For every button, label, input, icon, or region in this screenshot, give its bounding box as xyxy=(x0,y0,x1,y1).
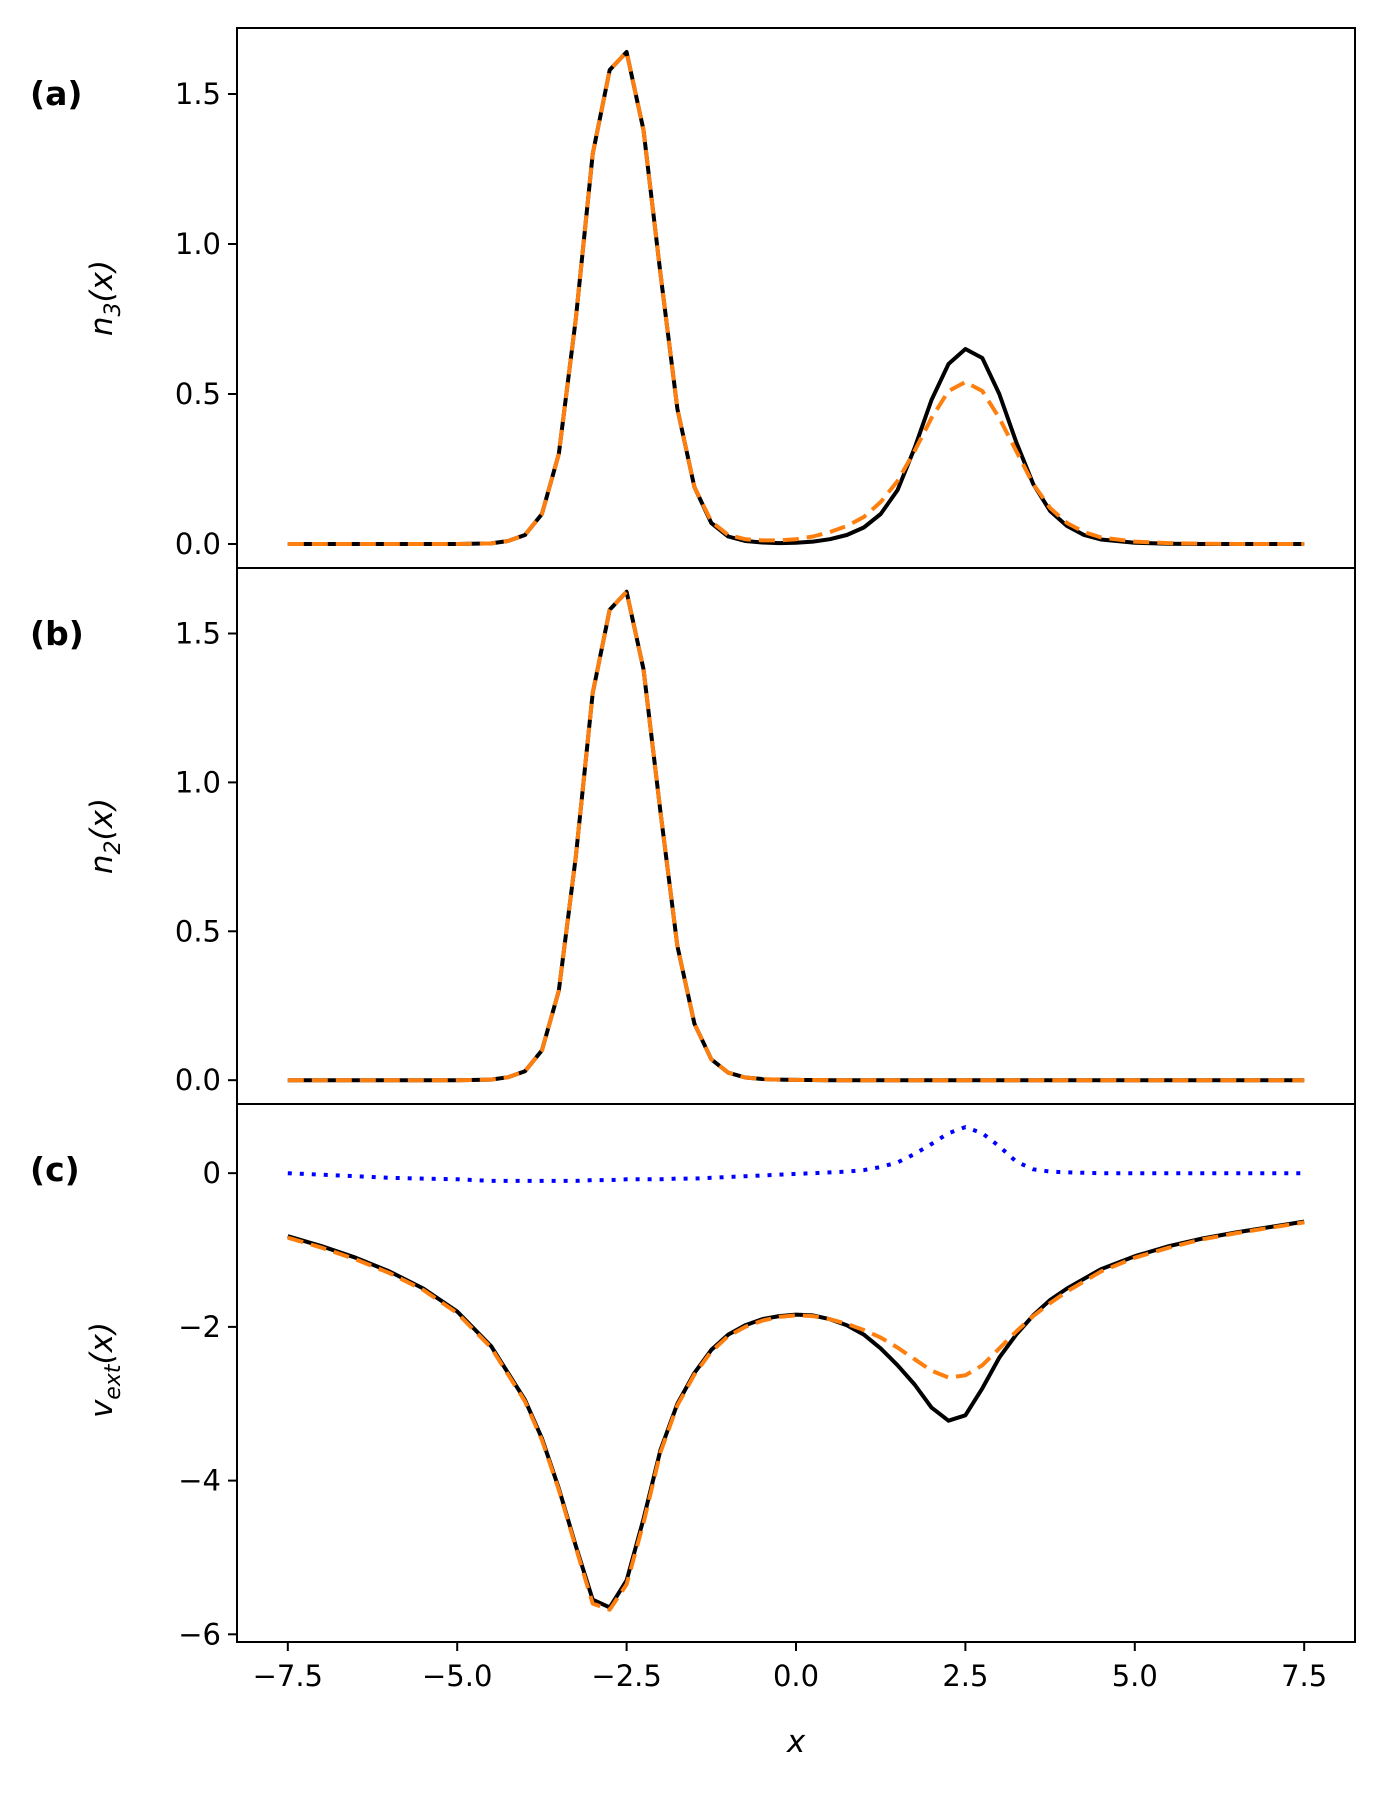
x-tick-label: 5.0 xyxy=(1112,1659,1158,1693)
panel-a-yticks: 0.0 0.5 1.0 1.5 xyxy=(175,77,237,561)
panel-a-ylabel: n3(x) xyxy=(84,260,126,336)
panel-c-series xyxy=(287,1125,1305,1612)
panel-b-yticks: 0.0 0.5 1.0 1.5 xyxy=(175,617,237,1097)
panel-c-ytick-label: 0 xyxy=(203,1156,221,1190)
panel-a-series xyxy=(287,50,1305,546)
x-tick-label: 0.0 xyxy=(773,1659,819,1693)
x-axis: −7.5 −5.0 −2.5 0.0 2.5 5.0 7.5 xyxy=(253,1642,1327,1693)
panel-a-ytick-label: 0.0 xyxy=(175,527,221,561)
panel-a-ytick-label: 0.5 xyxy=(175,377,221,411)
x-tick-label: 2.5 xyxy=(942,1659,988,1693)
panel-b-series-approx xyxy=(287,589,1305,1083)
panel-a: (a) n3(x) 0.0 0.5 1.0 1.5 xyxy=(30,27,1356,569)
panel-b-ytick-label: 0.0 xyxy=(175,1063,221,1097)
panel-a-ytick-label: 1.5 xyxy=(175,77,221,111)
panel-b-ytick-label: 0.5 xyxy=(175,914,221,948)
panel-a-ytick-label: 1.0 xyxy=(175,227,221,261)
panel-c-ytick-label: −2 xyxy=(178,1310,221,1344)
panel-c-yticks: −6 −4 −2 0 xyxy=(178,1156,237,1651)
panel-b-ytick-label: 1.5 xyxy=(175,617,221,651)
panel-a-series-approx xyxy=(287,50,1305,546)
panel-b: (b) n2(x) 0.0 0.5 1.0 1.5 xyxy=(30,567,1356,1105)
panel-a-label: (a) xyxy=(30,74,82,113)
panel-c-ylabel: vext(x) xyxy=(84,1322,126,1418)
panel-b-series xyxy=(287,589,1305,1083)
panel-b-ytick-label: 1.0 xyxy=(175,765,221,799)
panel-c: (c) vext(x) −6 −4 −2 0 xyxy=(30,1103,1356,1651)
x-tick-label: −7.5 xyxy=(253,1659,323,1693)
x-tick-label: 7.5 xyxy=(1281,1659,1327,1693)
x-tick-label: −5.0 xyxy=(422,1659,492,1693)
panel-c-ytick-label: −4 xyxy=(178,1464,221,1498)
panel-c-label: (c) xyxy=(30,1150,80,1189)
panel-b-ylabel: n2(x) xyxy=(84,798,126,874)
panel-a-series-exact xyxy=(287,50,1305,546)
x-tick-label: −2.5 xyxy=(591,1659,661,1693)
panel-b-label: (b) xyxy=(30,614,84,653)
x-axis-label: x xyxy=(786,1724,806,1760)
panel-c-ytick-label: −6 xyxy=(178,1617,221,1651)
panel-c-series-approx xyxy=(287,1220,1305,1612)
